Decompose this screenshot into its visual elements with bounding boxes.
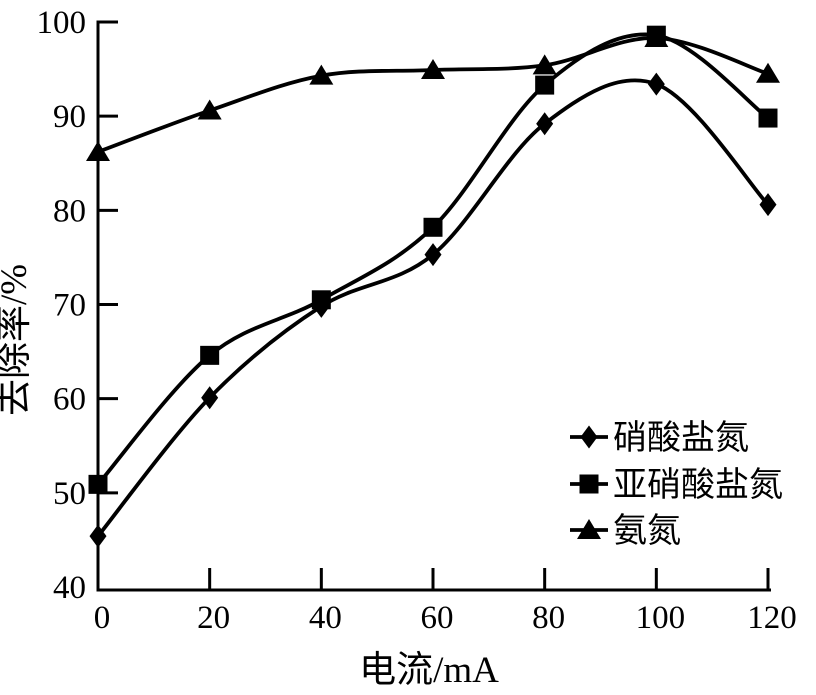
legend-item: 硝酸盐氮 <box>570 419 749 457</box>
series-marker-square <box>646 25 666 45</box>
series-marker-diamond <box>201 386 219 410</box>
series-marker-square <box>579 474 599 494</box>
series-marker-triangle <box>532 54 557 75</box>
legend-label: 硝酸盐氮 <box>613 419 749 457</box>
y-tick-label: 100 <box>37 5 87 41</box>
series-marker-square <box>200 345 220 365</box>
series-marker-triangle <box>197 99 222 120</box>
series-marker-diamond <box>424 243 442 267</box>
series-marker-triangle <box>86 140 110 161</box>
series-marker-square <box>423 217 443 237</box>
series-diamond <box>89 72 777 548</box>
y-tick-label: 40 <box>53 570 86 606</box>
y-tick-label: 80 <box>53 193 86 229</box>
series-marker-square <box>535 75 555 95</box>
legend-label: 亚硝酸盐氮 <box>613 466 783 504</box>
y-tick-label: 50 <box>53 476 86 512</box>
y-tick-label: 70 <box>53 288 86 324</box>
series-marker-diamond <box>89 524 107 548</box>
series-marker-diamond <box>536 112 554 136</box>
x-tick-label: 100 <box>636 600 686 636</box>
series-marker-triangle <box>421 59 445 80</box>
x-axis-title: 电流/mA <box>359 650 499 691</box>
legend-label: 氨氮 <box>613 512 681 550</box>
series-marker-diamond <box>647 72 665 96</box>
axes-layer: 40 50 60 70 80 90 100 0 20 40 60 80 100 120 <box>37 5 797 636</box>
series-marker-square <box>311 290 331 310</box>
series-marker-diamond <box>580 425 598 449</box>
series-layer <box>86 25 780 548</box>
x-tick-label: 40 <box>309 600 342 636</box>
x-tick-label: 20 <box>197 600 230 636</box>
y-tick-label: 90 <box>53 99 86 135</box>
series-marker-diamond <box>759 193 777 217</box>
series-marker-square <box>88 474 108 494</box>
y-axis-title: 去除率/% <box>0 264 35 416</box>
series-square <box>88 25 778 494</box>
series-marker-triangle <box>756 62 780 83</box>
x-tick-label: 120 <box>747 600 797 636</box>
x-tick-label: 60 <box>421 600 454 636</box>
series-marker-triangle <box>309 64 334 85</box>
legend-item: 氨氮 <box>570 512 681 550</box>
x-tick-label: 0 <box>94 600 111 636</box>
series-marker-square <box>758 108 778 128</box>
x-tick-label: 80 <box>532 600 565 636</box>
y-tick-label: 60 <box>53 382 86 418</box>
series-marker-triangle <box>577 519 601 539</box>
legend-item: 亚硝酸盐氮 <box>570 466 783 504</box>
series-line-triangle <box>96 36 770 154</box>
